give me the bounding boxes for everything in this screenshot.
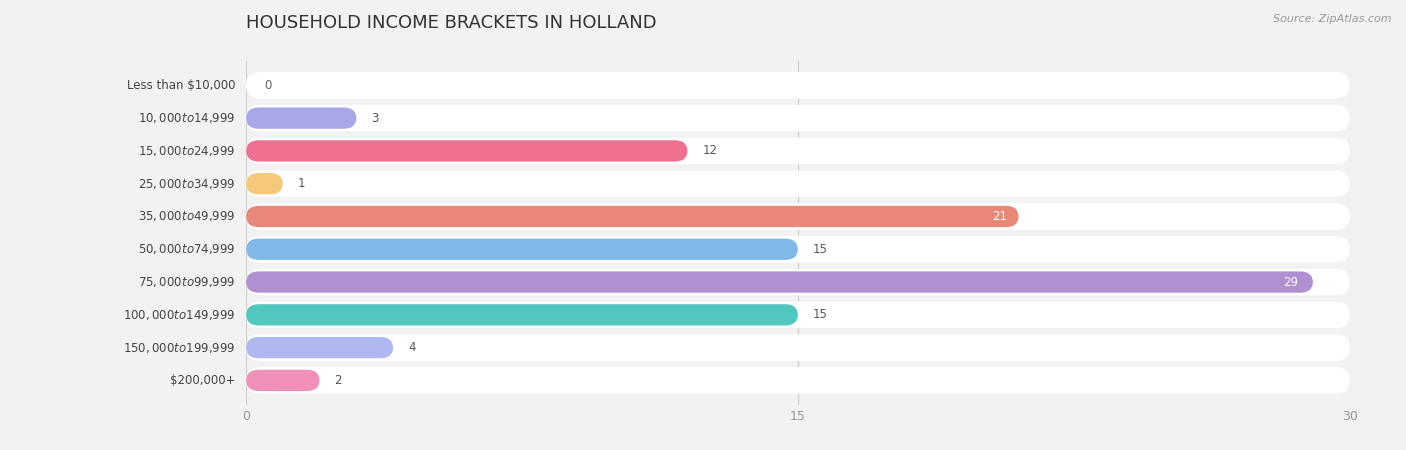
Text: 15: 15 (813, 243, 828, 256)
Text: $50,000 to $74,999: $50,000 to $74,999 (138, 242, 235, 256)
FancyBboxPatch shape (246, 108, 357, 129)
Text: $100,000 to $149,999: $100,000 to $149,999 (122, 308, 235, 322)
FancyBboxPatch shape (246, 171, 1350, 197)
FancyBboxPatch shape (246, 271, 1313, 292)
FancyBboxPatch shape (246, 370, 319, 391)
FancyBboxPatch shape (246, 206, 1018, 227)
Text: 0: 0 (264, 79, 271, 92)
FancyBboxPatch shape (246, 337, 394, 358)
Text: 1: 1 (298, 177, 305, 190)
Text: 12: 12 (702, 144, 717, 158)
Text: Less than $10,000: Less than $10,000 (127, 79, 235, 92)
Text: 4: 4 (408, 341, 415, 354)
FancyBboxPatch shape (246, 72, 1350, 99)
FancyBboxPatch shape (246, 302, 1350, 328)
Text: $10,000 to $14,999: $10,000 to $14,999 (138, 111, 235, 125)
Text: 29: 29 (1284, 275, 1298, 288)
Text: $25,000 to $34,999: $25,000 to $34,999 (138, 177, 235, 191)
Text: HOUSEHOLD INCOME BRACKETS IN HOLLAND: HOUSEHOLD INCOME BRACKETS IN HOLLAND (246, 14, 657, 32)
Text: Source: ZipAtlas.com: Source: ZipAtlas.com (1274, 14, 1392, 23)
Text: 2: 2 (335, 374, 342, 387)
FancyBboxPatch shape (246, 238, 799, 260)
FancyBboxPatch shape (246, 334, 1350, 361)
FancyBboxPatch shape (246, 173, 283, 194)
Text: $200,000+: $200,000+ (170, 374, 235, 387)
FancyBboxPatch shape (246, 367, 1350, 394)
FancyBboxPatch shape (246, 236, 1350, 262)
Text: 21: 21 (993, 210, 1008, 223)
Text: $35,000 to $49,999: $35,000 to $49,999 (138, 210, 235, 224)
FancyBboxPatch shape (246, 105, 1350, 131)
FancyBboxPatch shape (246, 203, 1350, 230)
Text: $15,000 to $24,999: $15,000 to $24,999 (138, 144, 235, 158)
Text: $150,000 to $199,999: $150,000 to $199,999 (122, 341, 235, 355)
FancyBboxPatch shape (246, 304, 799, 325)
FancyBboxPatch shape (246, 138, 1350, 164)
Text: 3: 3 (371, 112, 378, 125)
FancyBboxPatch shape (246, 269, 1350, 295)
Text: $75,000 to $99,999: $75,000 to $99,999 (138, 275, 235, 289)
FancyBboxPatch shape (246, 140, 688, 162)
Text: 15: 15 (813, 308, 828, 321)
